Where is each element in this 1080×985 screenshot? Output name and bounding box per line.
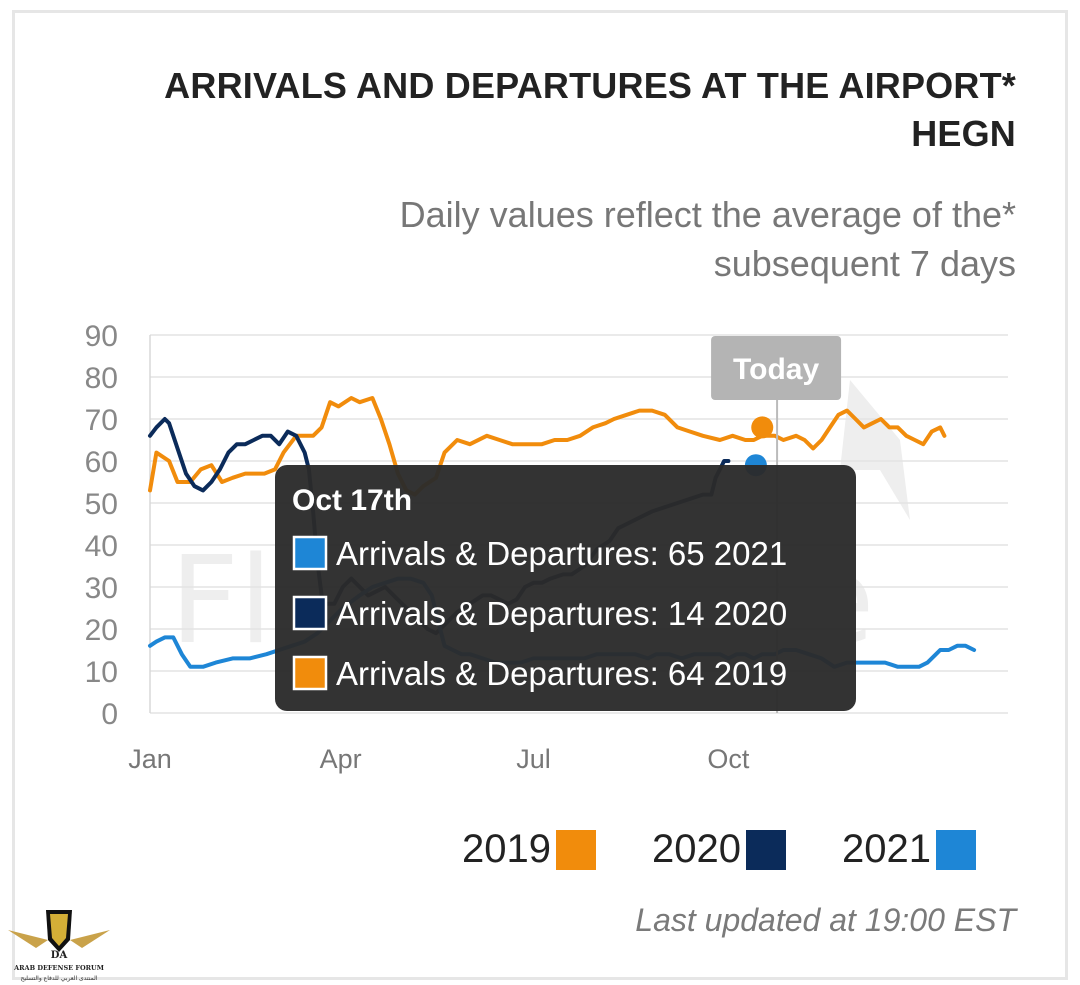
chart-subtitle: Daily values reflect the average of the*…	[216, 190, 1016, 288]
legend-label-2021: 2021	[842, 827, 931, 871]
chart-title-line-1: ARRIVALS AND DEPARTURES AT THE AIRPORT*	[164, 65, 1016, 106]
chart-subtitle-line-1: Daily values reflect the average of the*	[399, 194, 1016, 235]
y-tick-label: 20	[85, 614, 118, 647]
x-tick-label-apr: Apr	[320, 744, 362, 774]
series-line-2019	[148, 396, 947, 497]
y-tick-label: 0	[101, 698, 118, 731]
last-updated-text: Last updated at 19:00 EST	[635, 902, 1016, 938]
chart-title-line-2: HEGN	[911, 113, 1016, 154]
chart-title: ARRIVALS AND DEPARTURES AT THE AIRPORT* …	[56, 62, 1016, 158]
badge-line-2: المنتدى العربي للدفاع والتسليح	[21, 975, 98, 982]
tooltip-box	[275, 465, 856, 711]
chart-subtitle-line-2: subsequent 7 days	[713, 243, 1016, 284]
y-tick-label: 80	[85, 362, 118, 395]
y-tick-label: 40	[85, 530, 118, 563]
legend-label-2019: 2019	[462, 827, 551, 871]
forum-badge-logo: DA ARAB DEFENSE FORUM المنتدى العربي للد…	[8, 910, 110, 982]
y-tick-label: 10	[85, 656, 118, 689]
legend-swatch-2020	[746, 830, 786, 870]
legend-swatch-2019	[556, 830, 596, 870]
legend: 2019 2020 2021	[462, 827, 976, 871]
legend-label-2020: 2020	[652, 827, 741, 871]
x-axis: Jan Apr Jul Oct	[128, 744, 750, 774]
badge-line-1: ARAB DEFENSE FORUM	[13, 964, 104, 972]
x-tick-label-jan: Jan	[128, 744, 172, 774]
tooltip-swatch-2019	[292, 655, 328, 691]
tooltip: Oct 17th Arrivals & Departures: 65 2021 Ar…	[275, 465, 856, 711]
tooltip-date: Oct 17th	[292, 484, 412, 517]
tooltip-row-2019: Arrivals & Departures: 64 2019	[336, 655, 787, 692]
badge-letters: DA	[51, 950, 68, 961]
y-tick-label: 70	[85, 404, 118, 437]
today-label-box	[711, 336, 842, 400]
y-tick-label: 50	[85, 488, 118, 521]
tooltip-swatch-2020	[292, 595, 328, 631]
tooltip-row-2021: Arrivals & Departures: 65 2021	[336, 535, 787, 572]
y-tick-label: 90	[85, 320, 118, 353]
y-tick-label: 60	[85, 446, 118, 479]
today-label: Today	[733, 353, 819, 386]
watermark-plane-icon	[840, 380, 910, 520]
today-indicator: Today	[711, 336, 842, 713]
hover-marker-2019	[751, 416, 774, 439]
x-tick-label-oct: Oct	[707, 744, 750, 774]
y-axis: 0 10 20 30 40 50 60 70 80 90	[85, 320, 118, 731]
y-tick-label: 30	[85, 572, 118, 605]
x-tick-label-jul: Jul	[516, 744, 551, 774]
tooltip-swatch-2021	[292, 535, 328, 571]
tooltip-row-2020: Arrivals & Departures: 14 2020	[336, 595, 787, 632]
legend-swatch-2021	[936, 830, 976, 870]
